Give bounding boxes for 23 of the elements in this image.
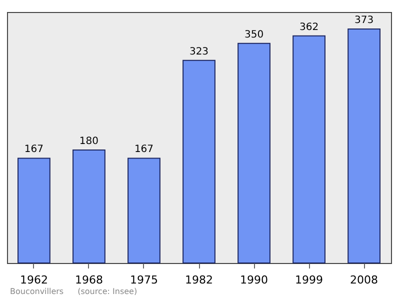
text: Bouconvillers [10, 287, 64, 296]
data-label: 373 [354, 14, 374, 26]
x-tick-label: 1975 [130, 274, 158, 286]
bar [18, 158, 50, 264]
x-tick-label: 1990 [240, 274, 268, 286]
x-tick-label: 1962 [20, 274, 48, 286]
bar [348, 28, 380, 264]
bar [128, 158, 160, 264]
text: (source: Insee) [78, 287, 138, 296]
data-label: 350 [244, 29, 264, 40]
data-label: 167 [24, 144, 44, 156]
x-tick-label: 1982 [185, 274, 213, 286]
x-tick-label: 1968 [74, 274, 103, 286]
bar [182, 60, 216, 264]
bar [292, 35, 326, 264]
data-label: 362 [299, 22, 319, 33]
bar [238, 42, 270, 264]
data-label: 323 [189, 46, 209, 58]
x-tick-label: 1999 [295, 274, 324, 286]
data-label: 180 [79, 136, 99, 148]
bar [72, 150, 106, 264]
x-tick-label: 2008 [350, 274, 378, 286]
data-label: 167 [134, 144, 154, 156]
